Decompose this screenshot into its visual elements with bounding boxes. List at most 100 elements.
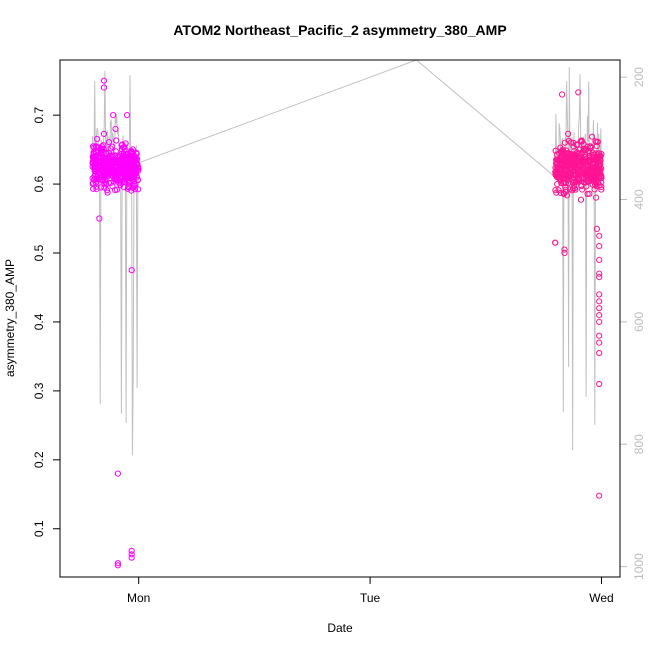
- data-point: [572, 186, 579, 193]
- data-point: [596, 312, 603, 319]
- x-tick-label: Mon: [127, 591, 150, 605]
- data-point: [121, 178, 129, 185]
- data-point: [114, 562, 122, 569]
- data-point: [135, 167, 142, 174]
- data-point: [94, 135, 101, 143]
- points-layer: [89, 77, 605, 569]
- data-point: [102, 149, 109, 156]
- data-point: [562, 188, 570, 195]
- data-point: [98, 146, 106, 153]
- data-point: [103, 181, 110, 188]
- data-point: [98, 177, 106, 184]
- data-point: [596, 305, 603, 312]
- data-point: [596, 256, 603, 263]
- data-point: [565, 130, 572, 137]
- data-point: [589, 133, 596, 140]
- data-point: [598, 165, 605, 172]
- data-point: [89, 180, 96, 187]
- data-point: [110, 112, 117, 119]
- data-point: [589, 149, 597, 156]
- data-point: [108, 152, 115, 159]
- x-tick-label: Wed: [589, 591, 613, 605]
- data-point: [553, 189, 560, 196]
- data-point: [567, 173, 574, 180]
- data-point: [568, 170, 575, 177]
- data-point: [596, 318, 603, 325]
- depth-line-layer: [91, 59, 602, 456]
- data-point: [105, 171, 112, 178]
- data-point: [593, 194, 600, 201]
- data-point: [562, 184, 569, 191]
- data-point: [114, 470, 122, 477]
- data-point: [96, 157, 103, 164]
- y-tick-label: 0.7: [32, 106, 46, 123]
- data-point: [113, 176, 120, 184]
- data-point: [112, 164, 119, 171]
- data-point: [561, 246, 568, 253]
- data-point: [554, 181, 561, 188]
- data-point: [125, 182, 132, 189]
- data-point: [101, 161, 108, 168]
- data-point: [569, 157, 576, 165]
- data-point: [114, 158, 121, 165]
- data-point: [112, 187, 119, 194]
- y2-tick-label: 400: [632, 189, 646, 209]
- data-point: [587, 170, 594, 177]
- data-point: [128, 554, 135, 561]
- data-point: [582, 179, 589, 186]
- data-point: [128, 267, 135, 274]
- data-point: [566, 171, 573, 178]
- data-point: [596, 339, 603, 346]
- x-axis-label: Date: [327, 621, 353, 635]
- data-point: [587, 143, 594, 150]
- data-point: [104, 187, 111, 194]
- data-point: [596, 380, 603, 388]
- data-point: [90, 150, 97, 157]
- data-point: [134, 176, 141, 184]
- data-point: [596, 274, 603, 281]
- data-point: [593, 142, 600, 150]
- data-point: [100, 130, 108, 137]
- data-point: [578, 151, 585, 158]
- data-point: [124, 170, 131, 178]
- data-point: [131, 181, 138, 188]
- data-point: [596, 492, 603, 499]
- y2-tick-label: 200: [632, 67, 646, 87]
- data-point: [571, 148, 578, 155]
- data-point: [129, 174, 136, 181]
- data-point: [578, 183, 585, 190]
- data-point: [109, 143, 116, 150]
- data-point: [552, 170, 559, 177]
- chart-title: ATOM2 Northeast_Pacific_2 asymmetry_380_…: [173, 22, 506, 38]
- data-point: [104, 189, 111, 196]
- data-point: [113, 157, 120, 164]
- data-point: [124, 112, 131, 119]
- data-point: [123, 156, 130, 163]
- data-point: [584, 190, 591, 198]
- y2-tick-label: 600: [632, 312, 646, 332]
- data-point: [561, 158, 568, 165]
- data-point: [114, 560, 122, 567]
- depth-line: [91, 59, 602, 456]
- data-point: [561, 249, 568, 257]
- data-point: [563, 172, 570, 179]
- data-point: [573, 142, 580, 149]
- data-point: [91, 167, 98, 174]
- data-point: [101, 164, 109, 171]
- data-point: [557, 176, 564, 183]
- data-point: [130, 162, 137, 169]
- data-point: [589, 170, 596, 177]
- data-point: [100, 77, 108, 84]
- data-point: [128, 547, 135, 554]
- data-point: [596, 153, 603, 160]
- data-point: [90, 143, 97, 150]
- data-point: [112, 125, 119, 132]
- data-point: [583, 183, 590, 190]
- data-point: [125, 164, 132, 172]
- data-point: [118, 142, 125, 149]
- data-point: [557, 155, 564, 162]
- data-point: [100, 84, 108, 91]
- data-point: [582, 176, 589, 183]
- y-tick-label: 0.6: [32, 175, 46, 192]
